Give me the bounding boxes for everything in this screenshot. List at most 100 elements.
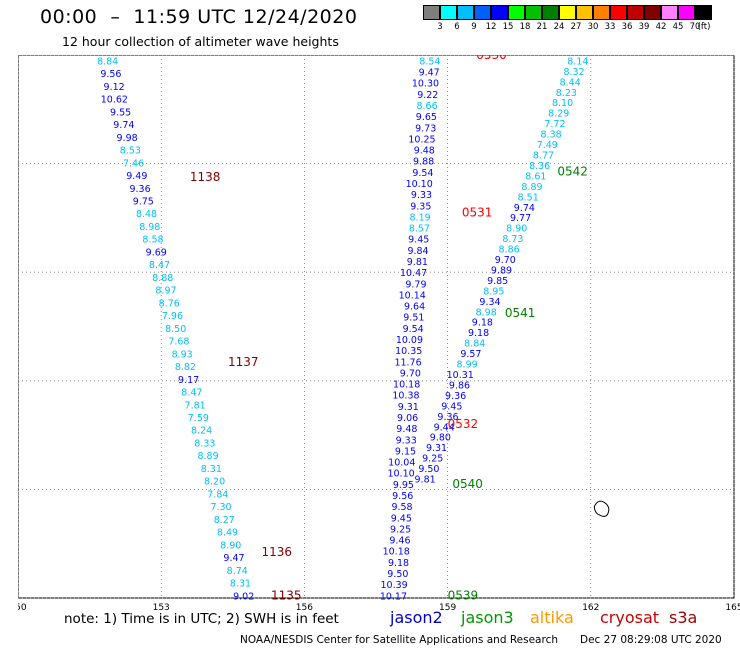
- swh-value: 10.04: [388, 458, 415, 469]
- swh-value: 8.47: [149, 260, 170, 271]
- legend-level-label: 9: [471, 22, 477, 32]
- legend-swatch: [457, 5, 474, 20]
- legend-level-label: 33: [604, 22, 616, 32]
- swh-value: 8.98: [476, 307, 497, 318]
- track-time-label: 0540: [452, 477, 483, 491]
- satellite-name: jason2: [390, 608, 443, 627]
- swh-value: 7.49: [537, 140, 558, 151]
- legend-swatch: [610, 5, 627, 20]
- swh-value: 9.50: [418, 464, 439, 475]
- swh-value: 9.75: [133, 197, 154, 208]
- swh-value: 8.14: [567, 56, 588, 67]
- legend-swatch: [423, 5, 440, 20]
- legend-swatch: [644, 5, 661, 20]
- swh-value: 9.36: [437, 412, 458, 423]
- swh-value: 9.25: [390, 524, 411, 535]
- swh-value: 8.84: [97, 56, 118, 67]
- swh-value: 9.02: [233, 591, 254, 602]
- swh-value: 9.73: [415, 123, 436, 134]
- legend-swatch: [661, 5, 678, 20]
- swh-value: 10.10: [406, 179, 433, 190]
- swh-value: 8.36: [529, 161, 550, 172]
- swh-value: 8.32: [563, 67, 584, 78]
- track-time-label: 1135: [271, 588, 302, 602]
- swh-value: 8.99: [457, 360, 478, 371]
- swh-value: 9.33: [411, 190, 432, 201]
- swh-value: 9.74: [514, 203, 535, 214]
- swh-value: 10.09: [396, 335, 423, 346]
- swh-value: 9.85: [487, 276, 508, 287]
- swh-value: 8.53: [120, 146, 141, 157]
- track-time-label: 0532: [448, 417, 479, 431]
- swh-value: 8.66: [416, 101, 437, 112]
- swh-value: 9.65: [416, 112, 437, 123]
- swh-value: 9.22: [417, 90, 438, 101]
- swh-value: 9.36: [129, 184, 150, 195]
- swh-value: 8.93: [172, 349, 193, 360]
- swh-value: 8.98: [139, 222, 160, 233]
- swh-value: 10.18: [393, 380, 420, 391]
- footer-timestamp: Dec 27 08:29:08 UTC 2020: [580, 634, 722, 646]
- swh-value: 7.68: [168, 337, 189, 348]
- swh-value: 10.47: [400, 268, 427, 279]
- swh-value: 9.18: [472, 318, 493, 329]
- note-text: note: 1) Time is in UTC; 2) SWH is in fe…: [64, 611, 339, 627]
- swh-value: 9.57: [460, 349, 481, 360]
- swh-value: 9.18: [388, 558, 409, 569]
- legend-swatch: [678, 5, 695, 20]
- map-subtitle: 12 hour collection of altimeter wave hei…: [62, 34, 339, 49]
- swh-value: 7.30: [210, 502, 231, 513]
- swh-value: 8.49: [217, 528, 238, 539]
- legend-unit: (ft): [697, 22, 711, 32]
- legend-swatch: [474, 5, 491, 20]
- swh-value: 8.57: [409, 224, 430, 235]
- swh-value: 8.23: [556, 88, 577, 99]
- swh-value: 8.88: [152, 273, 173, 284]
- swh-value: 9.47: [223, 553, 244, 564]
- swh-value: 8.77: [533, 151, 554, 162]
- legend-swatch: [593, 5, 610, 20]
- track-time-label: 0539: [448, 588, 479, 602]
- legend-swatch: [559, 5, 576, 20]
- swh-value: 9.45: [441, 401, 462, 412]
- swh-value: 9.49: [126, 171, 147, 182]
- legend-swatch: [525, 5, 542, 20]
- swh-value: 8.44: [560, 77, 581, 88]
- swh-value: 8.24: [191, 426, 212, 437]
- swh-value: 9.31: [426, 443, 447, 454]
- swh-value: 9.47: [419, 68, 440, 79]
- legend-level-label: 12: [485, 22, 497, 32]
- swh-value: 8.47: [181, 388, 202, 399]
- swh-value: 7.72: [544, 119, 565, 130]
- swh-value: 9.25: [422, 454, 443, 465]
- swh-value: 8.84: [464, 339, 485, 350]
- swh-value: 8.20: [204, 477, 225, 488]
- footer-credit: NOAA/NESDIS Center for Satellite Applica…: [240, 634, 558, 646]
- lon-tick-label: 150: [18, 603, 27, 613]
- legend-level-label: 45: [672, 22, 684, 32]
- swh-value: 8.89: [197, 451, 218, 462]
- swh-value: 9.80: [430, 433, 451, 444]
- legend-level-label: 3: [437, 22, 443, 32]
- swh-value: 8.29: [548, 109, 569, 120]
- swh-value: 8.38: [541, 130, 562, 141]
- satellite-name: s3a: [669, 608, 698, 627]
- track-time-label: 0530: [476, 55, 507, 62]
- swh-value: 9.70: [495, 255, 516, 266]
- satellite-name: jason3: [461, 608, 514, 627]
- swh-value: 9.45: [391, 513, 412, 524]
- swh-value: 8.73: [502, 234, 523, 245]
- swh-value: 9.77: [510, 213, 531, 224]
- legend-swatch: [491, 5, 508, 20]
- legend-level-label: 24: [553, 22, 565, 32]
- swh-value: 9.46: [389, 536, 410, 547]
- swh-value: 9.33: [396, 435, 417, 446]
- swh-value: 9.69: [146, 247, 167, 258]
- swh-value: 10.25: [408, 134, 435, 145]
- swh-value: 9.81: [407, 257, 428, 268]
- swh-value: 8.89: [521, 182, 542, 193]
- swh-value: 9.44: [434, 422, 455, 433]
- swh-value: 9.58: [391, 502, 412, 513]
- swh-value: 9.89: [491, 265, 512, 276]
- swh-value: 9.88: [413, 157, 434, 168]
